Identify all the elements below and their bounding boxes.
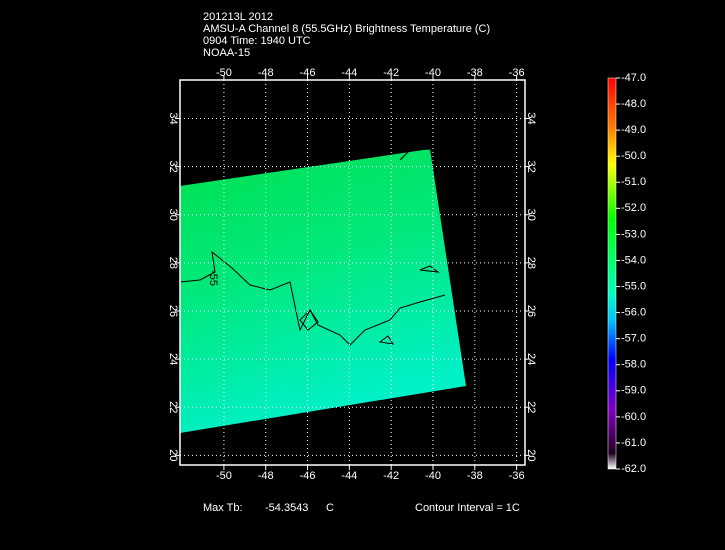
lon-tick-label: -44	[341, 67, 357, 79]
colorbar	[607, 77, 617, 470]
header-line: AMSU-A Channel 8 (55.5GHz) Brightness Te…	[203, 23, 490, 35]
lon-tick-label: -42	[383, 470, 399, 482]
lon-tick-label: -38	[467, 470, 483, 482]
lon-tick-label: -48	[258, 67, 274, 79]
lat-tick-label: 24	[167, 353, 179, 365]
header-line: 0904 Time: 1940 UTC	[203, 35, 311, 47]
colorbar-tick-label: -57.0	[621, 333, 646, 345]
footer-contour-interval: Contour Interval = 1C	[415, 502, 520, 514]
header-line: 201213L 2012	[203, 11, 273, 23]
lon-tick-label: -46	[300, 67, 316, 79]
contour-line	[399, 148, 433, 161]
lon-tick-label: -36	[509, 67, 525, 79]
colorbar-tick-label: -51.0	[621, 176, 646, 188]
colorbar-tick-label: -48.0	[621, 98, 646, 110]
lat-tick-label: 30	[167, 209, 179, 221]
colorbar-tick-label: -61.0	[621, 437, 646, 449]
colorbar-tick-label: -55.0	[621, 280, 646, 292]
lat-tick-label: 22	[167, 401, 179, 413]
colorbar-tick-label: -49.0	[621, 124, 646, 136]
lon-tick-label: -38	[467, 67, 483, 79]
lat-tick-label: 20	[167, 449, 179, 461]
colorbar-tick-label: -53.0	[621, 228, 646, 240]
lat-tick-label: 28	[525, 257, 537, 269]
map-frame	[179, 79, 526, 466]
plot-area: -55	[179, 148, 466, 433]
colorbar-tick-label: -50.0	[621, 150, 646, 162]
lon-tick-label: -40	[425, 67, 441, 79]
colorbar-tick-label: -59.0	[621, 385, 646, 397]
colorbar-tick-label: -58.0	[621, 359, 646, 371]
colorbar-tick-label: -54.0	[621, 254, 646, 266]
lon-tick-label: -50	[216, 67, 232, 79]
colorbar-tick-label: -62.0	[621, 463, 646, 475]
lat-tick-label: 34	[167, 112, 179, 124]
footer-unit: C	[326, 502, 334, 514]
colorbar-tick-label: -52.0	[621, 202, 646, 214]
lat-tick-label: 28	[167, 257, 179, 269]
lat-tick-label: 26	[525, 305, 537, 317]
lat-tick-label: 20	[525, 449, 537, 461]
lon-tick-label: -36	[509, 470, 525, 482]
lat-tick-label: 26	[167, 305, 179, 317]
colorbar-tick-label: -60.0	[621, 411, 646, 423]
lon-tick-label: -40	[425, 470, 441, 482]
lon-tick-label: -44	[341, 470, 357, 482]
lat-tick-label: 22	[525, 401, 537, 413]
footer-label: Max Tb:	[203, 502, 243, 514]
colorbar-tick-label: -56.0	[621, 307, 646, 319]
lat-tick-label: 24	[525, 353, 537, 365]
footer-value: -54.3543	[265, 502, 308, 514]
lon-tick-label: -42	[383, 67, 399, 79]
swath	[180, 149, 466, 433]
lat-tick-label: 32	[167, 161, 179, 173]
colorbar-tick-label: -47.0	[621, 72, 646, 84]
lat-tick-label: 34	[525, 112, 537, 124]
lon-tick-label: -46	[300, 470, 316, 482]
lat-tick-label: 30	[525, 209, 537, 221]
contour-line	[179, 250, 446, 346]
lat-tick-label: 32	[525, 161, 537, 173]
lon-tick-label: -50	[216, 470, 232, 482]
contour-label: -55	[207, 270, 219, 286]
lon-tick-label: -48	[258, 470, 274, 482]
header-line: NOAA-15	[203, 47, 250, 59]
contour-line	[299, 265, 440, 345]
